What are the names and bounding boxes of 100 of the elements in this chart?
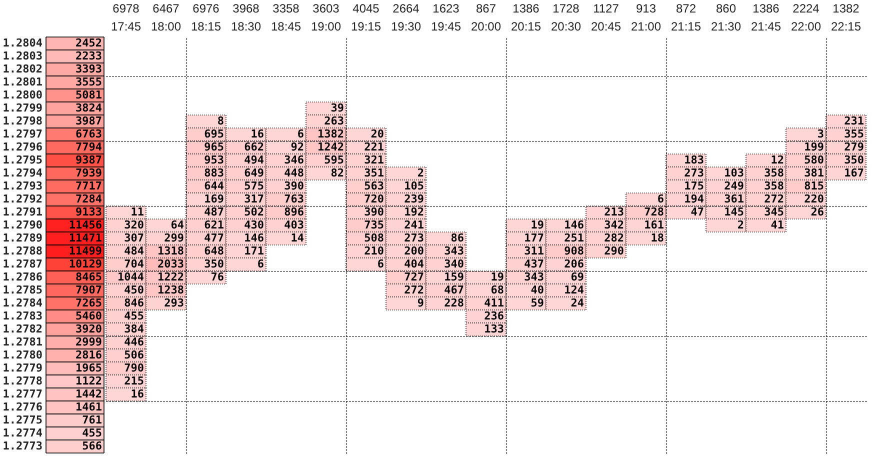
data-label: 68 (490, 284, 504, 296)
data-label: 346 (284, 154, 304, 166)
data-label: 350 (204, 258, 224, 270)
data-label: 290 (604, 244, 624, 258)
data-label: 146 (564, 218, 584, 232)
data-label: 390 (284, 180, 304, 192)
data-label: 11471 (68, 232, 102, 244)
data-label: 1238 (158, 284, 184, 296)
data-label: 953 (204, 154, 224, 166)
data-label: 621 (204, 218, 224, 232)
data-label: 343 (524, 270, 544, 284)
data-label: 358 (764, 180, 784, 192)
data-label: 249 (724, 180, 744, 192)
data-label: 720 (364, 192, 384, 206)
text: 4045 (352, 2, 380, 16)
data-label: 384 (124, 322, 144, 336)
y-tick-label: 1.2799 (2, 102, 42, 114)
data-label: 5081 (76, 88, 102, 102)
x-tick-label: 18:15 (190, 20, 222, 34)
data-label: 124 (564, 284, 584, 296)
data-label: 455 (124, 310, 144, 322)
x-tick-label: 18:30 (230, 20, 262, 34)
data-label: 133 (484, 322, 504, 336)
data-label: 9387 (76, 154, 102, 166)
data-label: 11456 (68, 218, 102, 232)
data-label: 18 (650, 232, 664, 244)
data-label: 763 (284, 192, 304, 206)
data-label: 307 (124, 232, 144, 244)
data-label: 6763 (76, 128, 102, 140)
x-tick-label: 21:00 (630, 20, 662, 34)
data-label: 11499 (68, 244, 102, 258)
text: 872 (676, 2, 696, 16)
y-tick-label: 1.2782 (2, 322, 42, 336)
data-label: 9 (417, 296, 424, 310)
y-tick-label: 1.2785 (2, 284, 42, 296)
x-tick-label: 21:15 (670, 20, 702, 34)
data-label: 3824 (76, 102, 102, 114)
data-label: 1122 (76, 374, 102, 388)
data-label: 345 (764, 206, 784, 218)
data-label: 210 (364, 244, 384, 258)
data-label: 273 (404, 232, 424, 244)
data-label: 815 (804, 180, 824, 192)
data-label: 12 (770, 154, 784, 166)
data-label: 455 (82, 426, 102, 440)
data-label: 6 (657, 192, 664, 206)
data-label: 236 (484, 310, 504, 322)
data-label: 1318 (158, 244, 184, 258)
y-tick-label: 1.2800 (2, 88, 42, 102)
data-label: 206 (564, 258, 584, 270)
data-label: 103 (724, 166, 744, 180)
y-tick-label: 1.2801 (2, 76, 43, 88)
y-tick-label: 1.2789 (2, 232, 42, 244)
data-label: 2452 (76, 36, 102, 50)
data-label: 575 (244, 180, 264, 192)
data-label: 595 (324, 154, 344, 166)
y-tick-label: 1.2786 (2, 270, 43, 284)
data-label: 1461 (76, 400, 102, 414)
text: 913 (636, 2, 656, 16)
data-label: 1044 (118, 270, 144, 284)
data-label: 9133 (76, 206, 102, 218)
data-label: 965 (204, 140, 224, 154)
text: 2664 (392, 2, 420, 16)
data-label: 177 (524, 232, 544, 244)
data-label: 381 (804, 166, 824, 180)
y-tick-label: 1.2791 (2, 206, 43, 218)
data-label: 321 (364, 154, 384, 166)
data-label: 39 (330, 102, 344, 114)
data-label: 200 (404, 244, 424, 258)
y-tick-label: 1.2779 (2, 362, 42, 374)
data-label: 494 (244, 154, 264, 166)
data-label: 1242 (318, 140, 344, 154)
data-label: 2033 (158, 258, 184, 270)
x-tick-label: 18:45 (270, 20, 302, 34)
data-label: 390 (364, 206, 384, 218)
data-label: 192 (404, 206, 424, 218)
y-tick-label: 1.2796 (2, 140, 43, 154)
data-label: 648 (204, 244, 224, 258)
data-label: 508 (364, 232, 384, 244)
data-label: 161 (644, 218, 664, 232)
data-label: 467 (444, 284, 464, 296)
data-label: 566 (82, 440, 102, 452)
text: 1382 (832, 2, 860, 16)
data-label: 3555 (76, 76, 102, 88)
data-label: 2 (417, 166, 424, 180)
data-label: 41 (770, 218, 784, 232)
text: 1386 (512, 2, 540, 16)
data-label: 728 (644, 206, 664, 218)
data-label: 159 (444, 270, 464, 284)
data-label: 272 (764, 192, 784, 206)
data-label: 7265 (76, 296, 102, 310)
data-label: 105 (404, 180, 424, 192)
data-label: 251 (564, 232, 584, 244)
x-tick-label: 19:15 (350, 20, 382, 34)
data-label: 342 (604, 218, 624, 232)
data-label: 6 (257, 258, 264, 270)
data-label: 320 (124, 218, 144, 232)
data-label: 16 (130, 388, 144, 400)
data-label: 263 (324, 114, 344, 128)
data-label: 2816 (76, 348, 102, 362)
data-label: 293 (164, 296, 184, 310)
